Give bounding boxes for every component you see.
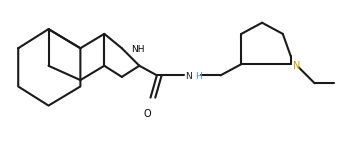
Text: H: H: [195, 72, 202, 81]
Text: O: O: [144, 109, 151, 119]
Text: N: N: [294, 61, 301, 71]
Text: NH: NH: [131, 45, 145, 54]
Text: N: N: [185, 72, 192, 81]
